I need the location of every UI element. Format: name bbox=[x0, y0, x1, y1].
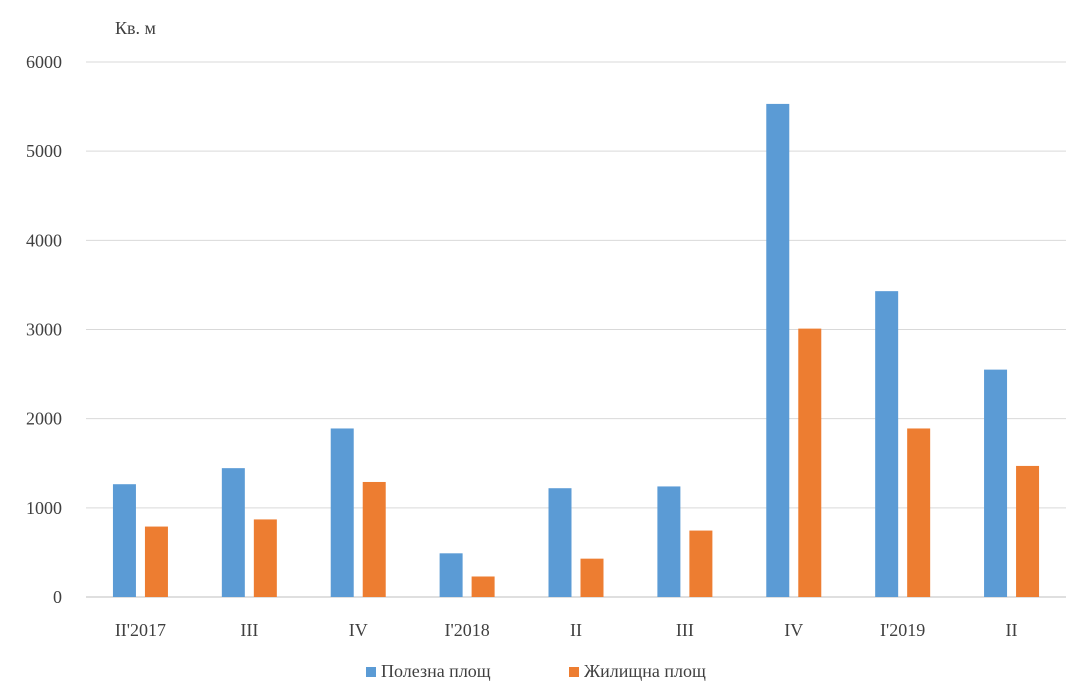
bar-polezna bbox=[330, 428, 354, 597]
x-tick-label: II bbox=[1006, 620, 1018, 640]
bar-zhilishtna bbox=[471, 576, 495, 597]
bar-polezna bbox=[221, 468, 245, 597]
bar-zhilishtna bbox=[798, 328, 822, 597]
bar-polezna bbox=[439, 553, 463, 597]
x-tick-labels: II'2017 III IV I'2018 II III IV I'2019 II bbox=[115, 620, 1018, 640]
bar-zhilishtna bbox=[689, 530, 713, 597]
y-tick-label: 1000 bbox=[26, 498, 62, 518]
bar-polezna bbox=[766, 103, 790, 598]
y-tick-label: 4000 bbox=[26, 230, 62, 250]
bar-polezna bbox=[548, 488, 572, 597]
y-tick-label: 2000 bbox=[26, 409, 62, 429]
x-tick-label: II'2017 bbox=[115, 620, 166, 640]
legend: Полезна площ Жилищна площ bbox=[366, 661, 706, 681]
y-tick-labels: 0 1000 2000 3000 4000 5000 6000 bbox=[26, 52, 62, 607]
bar-polezna bbox=[657, 486, 681, 597]
bar-zhilishtna bbox=[253, 519, 277, 597]
bar-zhilishtna bbox=[362, 481, 386, 597]
bars bbox=[112, 103, 1040, 598]
bar-zhilishtna bbox=[144, 526, 168, 597]
y-tick-label: 3000 bbox=[26, 320, 62, 340]
y-axis-label: Кв. м bbox=[115, 18, 156, 38]
x-tick-label: III bbox=[676, 620, 694, 640]
bar-polezna bbox=[984, 369, 1008, 597]
x-tick-label: IV bbox=[349, 620, 368, 640]
legend-label-zhilishtna: Жилищна площ bbox=[584, 661, 706, 681]
bar-zhilishtna bbox=[907, 428, 931, 597]
y-tick-label: 5000 bbox=[26, 141, 62, 161]
y-tick-label: 0 bbox=[53, 587, 62, 607]
y-tick-label: 6000 bbox=[26, 52, 62, 72]
gridlines bbox=[86, 61, 1066, 598]
bar-zhilishtna bbox=[580, 558, 604, 597]
x-tick-label: III bbox=[240, 620, 258, 640]
legend-swatch-zhilishtna bbox=[569, 667, 579, 677]
legend-swatch-polezna bbox=[366, 667, 376, 677]
bar-polezna bbox=[875, 291, 899, 597]
x-tick-label: I'2018 bbox=[444, 620, 489, 640]
x-tick-label: I'2019 bbox=[880, 620, 925, 640]
legend-label-polezna: Полезна площ bbox=[381, 661, 491, 681]
x-tick-label: IV bbox=[784, 620, 803, 640]
bar-polezna bbox=[112, 484, 136, 597]
x-tick-label: II bbox=[570, 620, 582, 640]
bar-zhilishtna bbox=[1016, 465, 1040, 597]
